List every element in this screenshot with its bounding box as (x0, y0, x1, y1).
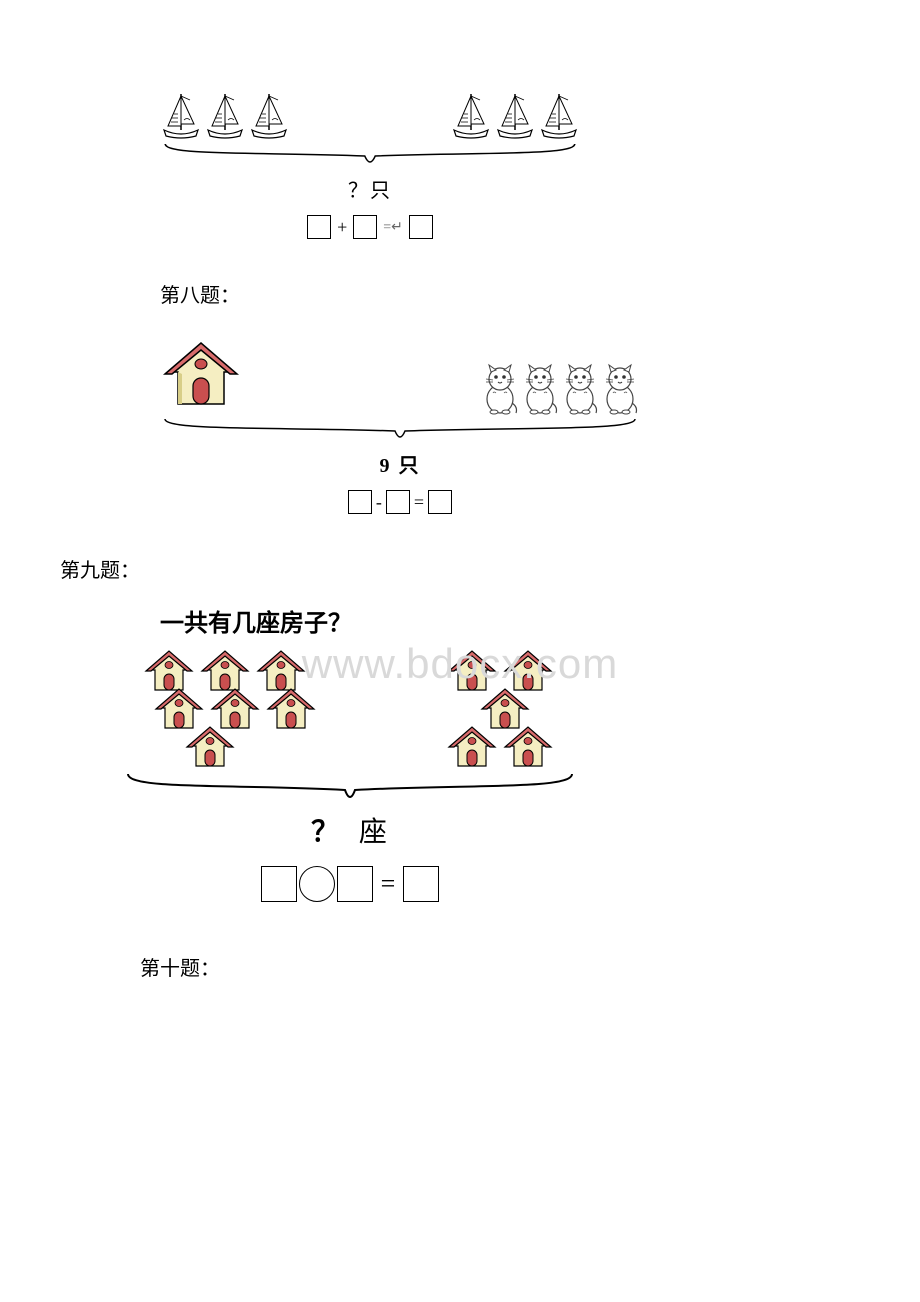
cat-icon (480, 363, 520, 415)
q9-caption: ？ 座 (311, 810, 389, 850)
q9-title: 一共有几座房子？ (160, 603, 352, 638)
q8-groups (160, 338, 640, 415)
cat-icon (560, 363, 600, 415)
q7-box-2[interactable] (353, 215, 377, 239)
minus-op: - (376, 492, 382, 513)
q9-brace (120, 772, 580, 806)
equals-op: =↵ (383, 219, 403, 236)
q9-box-2[interactable] (337, 866, 373, 902)
house-icon (184, 724, 236, 770)
sailboat-icon (494, 90, 536, 140)
cat-icon (600, 363, 640, 415)
problem-9: 第九题： 一共有几座房子？ ？ 座 = (60, 554, 860, 902)
q9-op-circle[interactable] (299, 866, 335, 902)
q7-box-1[interactable] (307, 215, 331, 239)
q7-figure: ？只 + =↵ (160, 90, 580, 239)
q8-cats-group (482, 363, 640, 415)
q7-groups (160, 90, 580, 140)
sailboat-icon (538, 90, 580, 140)
sailboat-icon (160, 90, 202, 140)
q9-groups (120, 648, 580, 770)
q9-label: 第九题： (60, 554, 860, 583)
q8-figure: 9 只 - = (160, 338, 640, 514)
house-icon (160, 338, 242, 415)
q7-caption: ？只 (348, 174, 392, 203)
q9-equation: = (261, 866, 440, 902)
problem-7: ？只 + =↵ (60, 90, 860, 239)
q7-right-group (450, 90, 580, 140)
cat-icon (520, 363, 560, 415)
q9-left-cluster (120, 648, 330, 770)
sailboat-icon (204, 90, 246, 140)
q8-box-3[interactable] (428, 490, 452, 514)
q8-equation: - = (348, 490, 452, 514)
q7-brace (160, 142, 580, 170)
q7-left-group (160, 90, 290, 140)
q9-figure: 一共有几座房子？ ？ 座 = (120, 603, 580, 902)
q8-label: 第八题： (160, 279, 860, 308)
house-row (105, 724, 315, 770)
problem-10: 第十题： (60, 952, 860, 981)
q8-box-1[interactable] (348, 490, 372, 514)
q7-equation: + =↵ (307, 215, 433, 239)
house-icon (446, 724, 498, 770)
problem-8: 第八题： 9 只 - = (60, 279, 860, 514)
house-icon (502, 724, 554, 770)
q10-label: 第十题： (140, 952, 860, 981)
q9-box-3[interactable] (403, 866, 439, 902)
sailboat-icon (248, 90, 290, 140)
q9-right-cluster (420, 648, 580, 770)
plus-op: + (337, 217, 347, 238)
q8-house-group (160, 338, 242, 415)
equals-op: = (381, 869, 396, 899)
q8-brace (160, 417, 640, 445)
q9-question-mark: ？ (311, 816, 341, 847)
q9-box-1[interactable] (261, 866, 297, 902)
q8-box-2[interactable] (386, 490, 410, 514)
q9-unit: 座 (359, 816, 389, 847)
q8-caption: 9 只 (380, 449, 421, 478)
sailboat-icon (450, 90, 492, 140)
equals-op: = (414, 492, 424, 513)
q7-box-3[interactable] (409, 215, 433, 239)
house-row (420, 724, 580, 770)
